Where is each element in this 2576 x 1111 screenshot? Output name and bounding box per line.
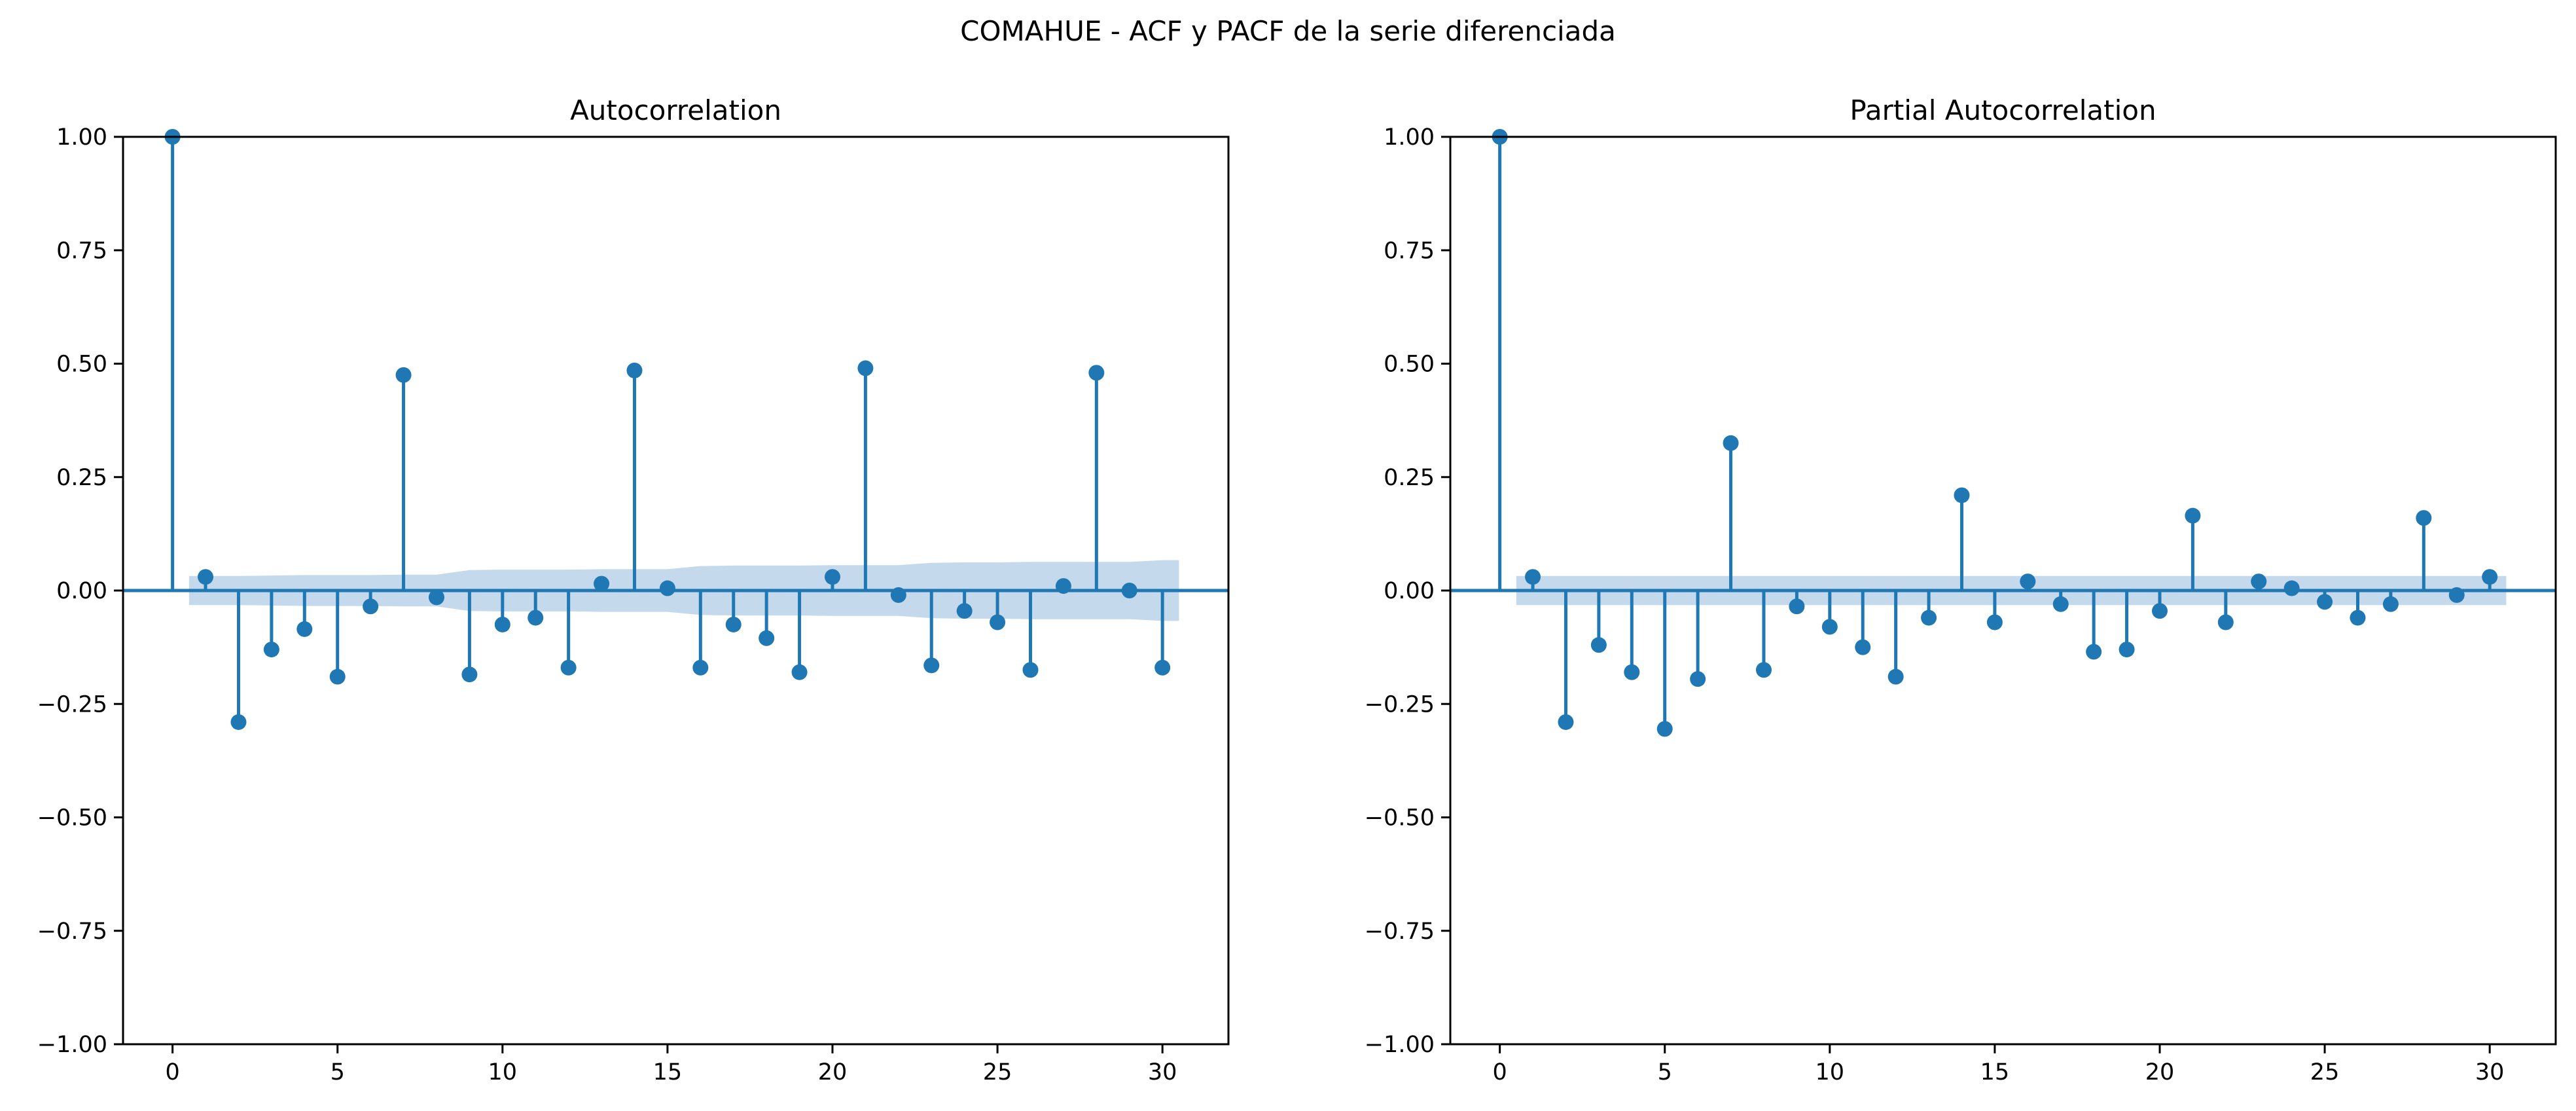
y-tick-label: 1.00 bbox=[56, 124, 107, 151]
chart-title: Autocorrelation bbox=[570, 94, 781, 126]
marker-lag-17 bbox=[2052, 596, 2069, 612]
marker-lag-30 bbox=[1154, 659, 1171, 676]
marker-lag-14 bbox=[1954, 487, 1970, 503]
marker-lag-1 bbox=[1525, 569, 1541, 585]
y-tick-label: 0.75 bbox=[1384, 238, 1435, 264]
x-tick-label: 25 bbox=[983, 1059, 1012, 1085]
marker-lag-4 bbox=[296, 621, 313, 637]
marker-lag-24 bbox=[956, 603, 973, 619]
y-tick-label: 0.50 bbox=[1384, 352, 1435, 378]
marker-lag-12 bbox=[1887, 668, 1904, 685]
marker-lag-13 bbox=[594, 575, 610, 592]
marker-lag-14 bbox=[626, 362, 643, 378]
marker-lag-6 bbox=[1690, 671, 1706, 687]
x-tick-label: 5 bbox=[1658, 1059, 1672, 1085]
y-tick-label: 0.25 bbox=[56, 465, 107, 491]
marker-lag-5 bbox=[329, 668, 346, 685]
marker-lag-19 bbox=[2119, 642, 2135, 658]
marker-lag-9 bbox=[461, 666, 478, 683]
marker-lag-10 bbox=[1821, 619, 1838, 635]
y-tick-label: −0.50 bbox=[1365, 805, 1435, 831]
marker-lag-19 bbox=[791, 664, 808, 680]
marker-lag-24 bbox=[2283, 580, 2300, 596]
marker-lag-28 bbox=[1088, 365, 1105, 381]
marker-lag-16 bbox=[692, 659, 709, 676]
marker-lag-15 bbox=[659, 580, 675, 596]
marker-lag-13 bbox=[1921, 610, 1937, 626]
y-tick-label: −0.75 bbox=[1365, 919, 1435, 945]
x-tick-label: 5 bbox=[331, 1059, 345, 1085]
marker-lag-21 bbox=[857, 360, 874, 376]
acf-chart: 0 5 10 15 20 25 30 1.00 0.75 0.50 0.25 0.00 −0.25 −0.… bbox=[37, 94, 1230, 1085]
marker-lag-4 bbox=[1624, 664, 1640, 680]
x-tick-label: 10 bbox=[488, 1059, 518, 1085]
x-tick-label: 25 bbox=[2310, 1059, 2340, 1085]
marker-lag-8 bbox=[1755, 662, 1772, 678]
marker-lag-20 bbox=[824, 569, 840, 585]
marker-lag-2 bbox=[230, 714, 247, 730]
marker-lag-20 bbox=[2151, 603, 2168, 619]
marker-lag-1 bbox=[198, 569, 214, 585]
y-tick-label: −1.00 bbox=[37, 1032, 107, 1058]
y-tick-label: −0.25 bbox=[37, 691, 107, 718]
y-tick-label: 0.00 bbox=[1384, 578, 1435, 604]
marker-lag-18 bbox=[2086, 644, 2102, 660]
marker-lag-27 bbox=[2382, 596, 2399, 612]
y-tick-label: 0.00 bbox=[56, 578, 107, 604]
marker-lag-25 bbox=[2317, 594, 2333, 610]
marker-lag-22 bbox=[2217, 614, 2234, 630]
marker-lag-3 bbox=[263, 642, 279, 658]
x-tick-label: 30 bbox=[1148, 1059, 1177, 1085]
y-tick-label: −0.25 bbox=[1365, 691, 1435, 718]
y-tick-label: 1.00 bbox=[1384, 124, 1435, 151]
y-tick-label: 0.75 bbox=[56, 238, 107, 264]
marker-lag-12 bbox=[560, 659, 577, 676]
marker-lag-23 bbox=[923, 657, 940, 674]
marker-lag-26 bbox=[2350, 610, 2366, 626]
marker-lag-17 bbox=[725, 616, 742, 632]
marker-lag-9 bbox=[1789, 598, 1805, 615]
pacf-chart: 0 5 10 15 20 25 30 1.00 0.75 0.50 0.25 0.00 −0.25 −0.… bbox=[1365, 94, 2557, 1085]
marker-lag-8 bbox=[428, 589, 444, 606]
chart-title: Partial Autocorrelation bbox=[1850, 94, 2156, 126]
y-tick-label: 0.50 bbox=[56, 352, 107, 378]
marker-lag-11 bbox=[1855, 639, 1871, 655]
marker-lag-26 bbox=[1022, 662, 1039, 678]
marker-lag-21 bbox=[2185, 507, 2201, 524]
x-tick-label: 15 bbox=[653, 1059, 683, 1085]
marker-lag-29 bbox=[1121, 583, 1137, 598]
y-tick-label: 0.25 bbox=[1384, 465, 1435, 491]
x-tick-label: 20 bbox=[2145, 1059, 2175, 1085]
x-tick-label: 20 bbox=[818, 1059, 848, 1085]
marker-lag-27 bbox=[1055, 578, 1071, 594]
marker-lag-18 bbox=[759, 630, 775, 646]
x-tick-label: 0 bbox=[1492, 1059, 1507, 1085]
marker-lag-11 bbox=[528, 610, 544, 626]
y-tick-label: −0.75 bbox=[37, 919, 107, 945]
y-tick-label: −0.50 bbox=[37, 805, 107, 831]
marker-lag-5 bbox=[1656, 721, 1673, 737]
marker-lag-7 bbox=[1723, 435, 1739, 451]
marker-lag-23 bbox=[2251, 574, 2267, 590]
x-tick-label: 15 bbox=[1980, 1059, 2010, 1085]
marker-lag-7 bbox=[395, 367, 412, 383]
marker-lag-15 bbox=[1986, 614, 2003, 630]
marker-lag-10 bbox=[494, 616, 510, 632]
marker-lag-28 bbox=[2416, 510, 2432, 526]
marker-lag-16 bbox=[2020, 574, 2036, 590]
marker-lag-3 bbox=[1590, 637, 1607, 653]
y-tick-label: −1.00 bbox=[1365, 1032, 1435, 1058]
x-tick-label: 30 bbox=[2475, 1059, 2505, 1085]
x-tick-label: 0 bbox=[165, 1059, 179, 1085]
marker-lag-25 bbox=[990, 614, 1006, 630]
x-tick-label: 10 bbox=[1816, 1059, 1845, 1085]
marker-lag-6 bbox=[363, 598, 379, 615]
marker-lag-2 bbox=[1558, 714, 1574, 730]
figure-suptitle: COMAHUE - ACF y PACF de la serie diferen… bbox=[960, 15, 1616, 47]
marker-lag-30 bbox=[2482, 569, 2498, 585]
marker-lag-22 bbox=[890, 587, 906, 603]
marker-lag-29 bbox=[2448, 587, 2465, 603]
